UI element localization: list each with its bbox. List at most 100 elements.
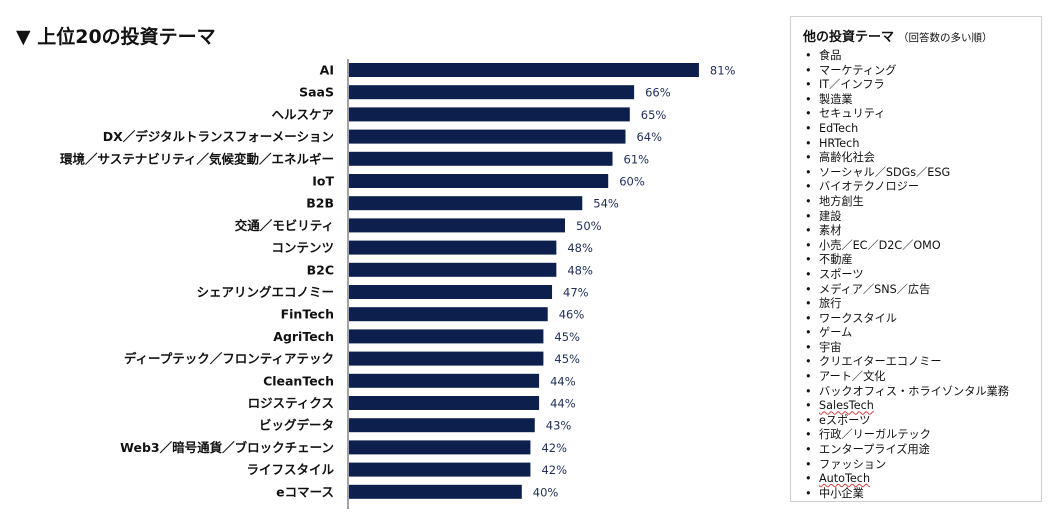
other-theme-label: ソーシャル／SDGs／ESG bbox=[819, 165, 951, 179]
other-theme-label: バックオフィス・ホライゾンタル業務 bbox=[819, 384, 1009, 398]
other-theme-item: 高齢化社会 bbox=[803, 151, 1029, 166]
other-theme-item: 行政／リーガルテック bbox=[803, 428, 1029, 443]
bar bbox=[349, 174, 609, 188]
value-label: 54% bbox=[593, 197, 619, 211]
category-label: ロジスティクス bbox=[248, 396, 334, 411]
bar bbox=[349, 418, 535, 433]
value-label: 46% bbox=[559, 308, 585, 322]
other-theme-label: 宇宙 bbox=[819, 340, 842, 354]
bar bbox=[349, 262, 557, 277]
other-theme-label: SalesTech bbox=[819, 399, 874, 413]
value-label: 48% bbox=[567, 241, 593, 255]
value-label: 44% bbox=[550, 397, 576, 411]
other-theme-item: 建設 bbox=[803, 210, 1029, 225]
category-label: 環境／サステナビリティ／気候変動／エネルギー bbox=[60, 151, 334, 166]
other-themes-title: 他の投資テーマ （回答数の多い順） bbox=[803, 26, 1029, 45]
other-theme-item: クリエイターエコノミー bbox=[803, 355, 1029, 370]
other-theme-item: マーケティング bbox=[803, 64, 1029, 79]
bar bbox=[349, 218, 565, 233]
value-label: 48% bbox=[567, 263, 593, 277]
category-label: eコマース bbox=[276, 484, 334, 499]
category-label: 交通／モビリティ bbox=[235, 218, 334, 233]
other-theme-item: バックオフィス・ホライゾンタル業務 bbox=[803, 385, 1029, 400]
other-theme-label: AutoTech bbox=[819, 472, 871, 486]
other-theme-label: 不動産 bbox=[819, 253, 853, 267]
other-theme-label: エンタープライズ用途 bbox=[819, 443, 930, 457]
value-label: 43% bbox=[546, 419, 572, 433]
category-label: ディープテック／フロンティアテック bbox=[124, 351, 334, 366]
category-label: IoT bbox=[312, 174, 334, 189]
bar bbox=[349, 196, 583, 211]
category-label: CleanTech bbox=[263, 373, 334, 388]
category-label: ビッグデータ bbox=[259, 418, 334, 433]
other-theme-label: スポーツ bbox=[819, 267, 864, 281]
other-theme-item: ゲーム bbox=[803, 326, 1029, 341]
category-label: Web3／暗号通貨／ブロックチェーン bbox=[120, 440, 334, 455]
bar bbox=[349, 484, 522, 499]
other-theme-label: 素材 bbox=[819, 224, 842, 238]
other-theme-label: ゲーム bbox=[819, 326, 853, 340]
other-theme-item: 素材 bbox=[803, 224, 1029, 239]
other-theme-item: アート／文化 bbox=[803, 370, 1029, 385]
other-theme-item: AutoTech bbox=[803, 472, 1029, 487]
other-theme-label: 中小企業 bbox=[819, 486, 864, 500]
other-theme-item: バイオテクノロジー bbox=[803, 180, 1029, 195]
category-label: AgriTech bbox=[273, 329, 334, 344]
bar bbox=[349, 85, 635, 100]
other-theme-item: 製造業 bbox=[803, 93, 1029, 108]
other-theme-label: 高齢化社会 bbox=[819, 151, 875, 165]
category-label: B2B bbox=[306, 196, 334, 211]
category-label: ライフスタイル bbox=[246, 462, 334, 477]
other-theme-item: ソーシャル／SDGs／ESG bbox=[803, 166, 1029, 181]
value-label: 42% bbox=[541, 463, 567, 477]
other-theme-item: 小売／EC／D2C／OMO bbox=[803, 239, 1029, 254]
other-theme-label: HRTech bbox=[819, 136, 860, 150]
other-theme-item: 宇宙 bbox=[803, 341, 1029, 356]
other-theme-label: セキュリティ bbox=[819, 107, 886, 121]
bar bbox=[349, 373, 540, 388]
bar bbox=[349, 129, 626, 144]
other-theme-label: 旅行 bbox=[819, 297, 842, 311]
other-theme-item: IT／インフラ bbox=[803, 78, 1029, 93]
other-theme-item: HRTech bbox=[803, 137, 1029, 152]
bar bbox=[349, 396, 540, 410]
other-theme-item: エンタープライズ用途 bbox=[803, 443, 1029, 458]
other-theme-label: eスポーツ bbox=[819, 413, 871, 427]
other-theme-item: eスポーツ bbox=[803, 414, 1029, 429]
category-label: ヘルスケア bbox=[271, 107, 334, 122]
other-themes-subtitle: （回答数の多い順） bbox=[898, 32, 993, 44]
value-label: 40% bbox=[533, 485, 559, 499]
other-theme-label: 製造業 bbox=[819, 92, 853, 106]
bar bbox=[349, 440, 531, 455]
value-label: 47% bbox=[563, 286, 589, 300]
other-theme-label: 地方創生 bbox=[819, 194, 864, 208]
bar bbox=[349, 351, 544, 366]
other-theme-label: 建設 bbox=[819, 209, 842, 223]
other-theme-label: 小売／EC／D2C／OMO bbox=[819, 238, 941, 252]
other-theme-item: SalesTech bbox=[803, 399, 1029, 414]
other-theme-item: スポーツ bbox=[803, 268, 1029, 283]
other-theme-label: バイオテクノロジー bbox=[819, 180, 920, 194]
other-theme-label: アート／文化 bbox=[819, 370, 886, 384]
other-theme-item: 地方創生 bbox=[803, 195, 1029, 210]
value-label: 81% bbox=[710, 64, 736, 78]
bar bbox=[349, 462, 531, 477]
category-label: B2C bbox=[307, 262, 334, 277]
other-themes-list: 食品マーケティングIT／インフラ製造業セキュリティEdTechHRTech高齢化… bbox=[803, 49, 1029, 501]
category-label: コンテンツ bbox=[271, 240, 334, 255]
bar bbox=[349, 107, 630, 122]
other-theme-label: メディア／SNS／広告 bbox=[819, 282, 931, 296]
other-theme-item: EdTech bbox=[803, 122, 1029, 137]
category-label: シェアリングエコノミー bbox=[196, 285, 334, 300]
value-label: 45% bbox=[554, 330, 580, 344]
category-label: AI bbox=[320, 63, 334, 78]
other-theme-label: 食品 bbox=[819, 49, 842, 62]
other-theme-item: セキュリティ bbox=[803, 107, 1029, 122]
bar-chart: AI 81% SaaS 66% ヘルスケア 65% DX／デジタルトランスフォーメーション 6… bbox=[60, 59, 736, 509]
value-label: 66% bbox=[645, 86, 671, 100]
other-theme-item: 旅行 bbox=[803, 297, 1029, 312]
other-theme-item: 中小企業 bbox=[803, 487, 1029, 502]
value-label: 61% bbox=[624, 152, 650, 166]
chart-title: ▼ 上位20の投資テーマ bbox=[16, 26, 216, 48]
other-themes-heading: 他の投資テーマ bbox=[803, 30, 895, 45]
